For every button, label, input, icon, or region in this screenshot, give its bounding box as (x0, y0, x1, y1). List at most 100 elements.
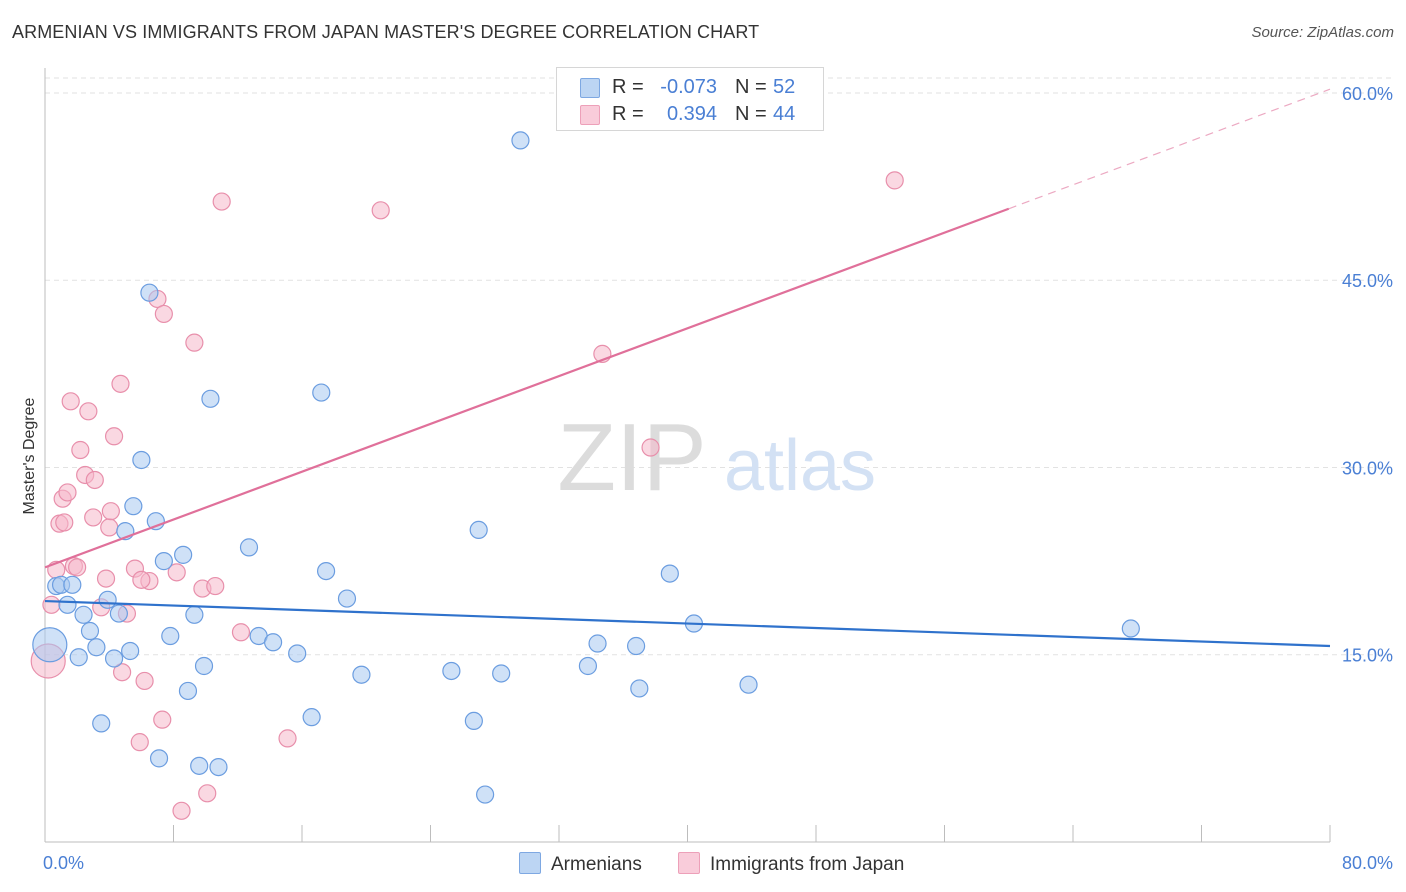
r-label: R = (612, 76, 644, 98)
armenian-point (32, 627, 68, 663)
y-tick-label: 15.0% (1342, 646, 1393, 666)
n-label: N = (735, 103, 767, 125)
japan-point (212, 192, 231, 211)
armenian-point (74, 605, 93, 624)
armenian-point (1121, 619, 1140, 638)
trend-lines (44, 88, 1331, 648)
y-tick-label: 30.0% (1342, 458, 1393, 478)
armenian-point (578, 656, 598, 676)
armenians-swatch (580, 78, 600, 98)
axes (44, 68, 1331, 843)
armenian-point (492, 664, 511, 683)
stats-legend: R = -0.073 N = 52 R = 0.394 N = 44 (556, 67, 824, 131)
armenian-point (201, 389, 220, 408)
armenian-point (140, 283, 159, 302)
armenian-point (58, 595, 77, 614)
japan-point (58, 483, 77, 502)
japan-point (111, 374, 130, 393)
armenian-point (209, 757, 228, 777)
r-value: -0.073 (660, 76, 717, 98)
armenian-point (154, 552, 173, 571)
armenians-legend-swatch (519, 852, 541, 874)
armenian-point (98, 590, 117, 609)
armenian-point (302, 708, 321, 727)
japan-point (206, 576, 225, 596)
armenian-point (69, 648, 88, 667)
armenian-point (263, 633, 283, 652)
legend-row-japan: R = 0.394 N = 44 (557, 101, 823, 127)
japan-point (153, 710, 172, 729)
japan-point (231, 623, 251, 642)
legend-item-armenians[interactable]: Armenians (519, 852, 642, 878)
armenian-point (63, 575, 82, 594)
armenian-point (464, 711, 483, 731)
japan-point (198, 784, 217, 803)
japan-point (85, 470, 104, 490)
japan-swatch (580, 105, 600, 125)
x-tick-label: 80.0% (1342, 853, 1393, 873)
japan-legend-swatch (678, 852, 700, 874)
r-label: R = (612, 103, 644, 125)
armenian-point (626, 636, 646, 656)
armenian-point (80, 621, 100, 641)
chart-source: Source: ZipAtlas.com (1251, 24, 1394, 41)
trend-line (44, 599, 1331, 648)
japan-point (96, 569, 116, 588)
gridlines (45, 77, 1394, 656)
x-tick-label: 0.0% (43, 853, 84, 873)
chart-title: ARMENIAN VS IMMIGRANTS FROM JAPAN MASTER… (12, 22, 760, 42)
armenian-point (194, 656, 214, 676)
trend-line (44, 207, 1010, 569)
r-value: 0.394 (666, 103, 717, 125)
japan-point (55, 513, 74, 532)
japan-point (172, 801, 191, 820)
japan-point (71, 440, 90, 460)
armenian-point (352, 665, 371, 684)
japan-point (154, 304, 173, 324)
armenian-point (312, 383, 331, 402)
armenian-point (92, 714, 111, 733)
tick-labels: 60.0% 45.0% 30.0% 15.0% 0.0% 80.0% (43, 84, 1393, 873)
armenian-point (316, 561, 336, 581)
japan-point (885, 171, 904, 190)
legend-row-armenians: R = -0.073 N = 52 (557, 74, 823, 100)
armenian-point (660, 564, 679, 583)
armenians-legend-label: Armenians (551, 854, 642, 875)
japan-point (112, 663, 132, 682)
legend-item-japan[interactable]: Immigrants from Japan (678, 852, 904, 878)
japan-point (61, 392, 80, 411)
n-value: 52 (773, 76, 796, 98)
trend-line-extension (1008, 88, 1331, 210)
armenian-point (337, 589, 357, 608)
japan-point (278, 729, 297, 748)
armenian-point (288, 644, 307, 663)
japan-point (135, 671, 154, 691)
japan-point (84, 508, 103, 527)
armenian-point (121, 641, 140, 661)
armenian-point (161, 626, 180, 646)
japan-point (101, 502, 120, 521)
armenian-point (149, 749, 169, 768)
japan-point (104, 427, 124, 446)
y-axis-label: Master's Degree (21, 397, 38, 514)
armenian-point (174, 545, 193, 564)
japan-point (100, 518, 119, 537)
watermark-atlas: atlas (724, 426, 876, 506)
y-tick-label: 60.0% (1342, 84, 1393, 104)
armenian-point (239, 538, 259, 557)
armenian-point (124, 497, 143, 516)
armenian-point (476, 785, 495, 804)
n-value: 44 (773, 103, 796, 125)
japan-point (130, 733, 149, 752)
japan-point (68, 558, 87, 577)
armenian-point (190, 756, 209, 775)
watermark: ZIP atlas (557, 404, 876, 511)
japan-point (42, 595, 61, 614)
armenian-point (442, 661, 461, 681)
armenian-point (469, 520, 488, 540)
japan-point (132, 570, 151, 589)
japan-point (79, 402, 98, 421)
armenian-point (185, 605, 204, 624)
japan-legend-label: Immigrants from Japan (710, 854, 905, 875)
japan-point (641, 438, 660, 457)
